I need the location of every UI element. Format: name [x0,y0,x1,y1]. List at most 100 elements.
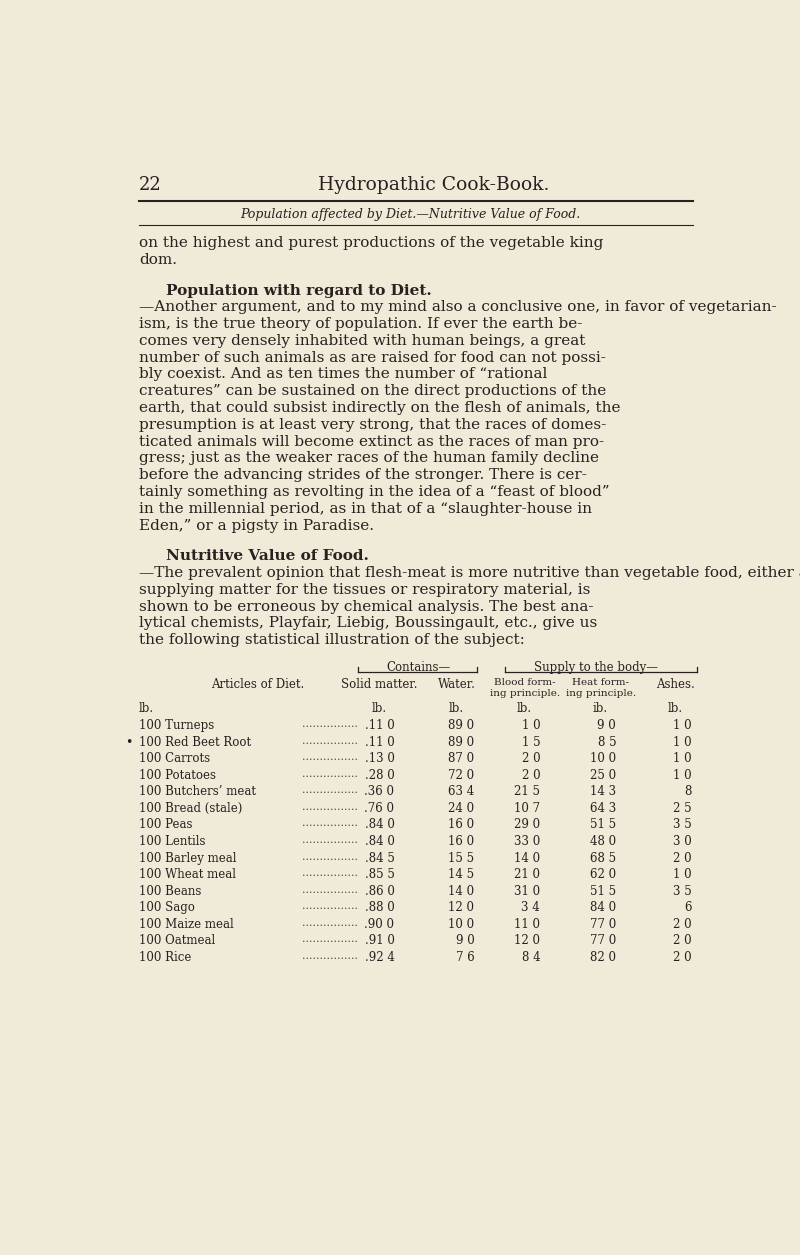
Text: 100 Beans: 100 Beans [138,885,201,897]
Text: Supply to the body—: Supply to the body— [534,661,658,674]
Text: 24 0: 24 0 [448,802,474,814]
Text: lb.: lb. [449,703,464,715]
Text: 100 Wheat meal: 100 Wheat meal [138,868,236,881]
Text: 12 0: 12 0 [514,935,540,948]
Text: 100 Maize meal: 100 Maize meal [138,917,234,931]
Text: 1 0: 1 0 [674,769,692,782]
Text: .28 0: .28 0 [365,769,394,782]
Text: 14 5: 14 5 [448,868,474,881]
Text: 48 0: 48 0 [590,835,616,848]
Text: 1 0: 1 0 [674,752,692,766]
Text: earth, that could subsist indirectly on the flesh of animals, the: earth, that could subsist indirectly on … [138,402,620,415]
Text: .84 0: .84 0 [365,835,394,848]
Text: 2 0: 2 0 [674,852,692,865]
Text: .92 4: .92 4 [365,951,394,964]
Text: 3 5: 3 5 [674,885,692,897]
Text: 100 Peas: 100 Peas [138,818,192,832]
Text: 100 Barley meal: 100 Barley meal [138,852,236,865]
Text: 82 0: 82 0 [590,951,616,964]
Text: 1 0: 1 0 [522,719,540,732]
Text: ib.: ib. [593,703,608,715]
Text: ism, is the true theory of population. If ever the earth be-: ism, is the true theory of population. I… [138,318,582,331]
Text: 3 0: 3 0 [674,835,692,848]
Text: Population affected by Diet.—Nutritive Value of Food.: Population affected by Diet.—Nutritive V… [240,208,580,221]
Text: in the millennial period, as in that of a “slaughter-house in: in the millennial period, as in that of … [138,502,592,516]
Text: 100 Rice: 100 Rice [138,951,191,964]
Text: 72 0: 72 0 [448,769,474,782]
Text: 14 0: 14 0 [448,885,474,897]
Text: lb.: lb. [371,703,386,715]
Text: 100 Bread (stale): 100 Bread (stale) [138,802,242,814]
Text: 10 0: 10 0 [590,752,616,766]
Text: ticated animals will become extinct as the races of man pro-: ticated animals will become extinct as t… [138,434,604,448]
Text: 16 0: 16 0 [448,818,474,832]
Text: supplying matter for the tissues or respiratory material, is: supplying matter for the tissues or resp… [138,582,590,596]
Text: 2 0: 2 0 [522,769,540,782]
Text: Solid matter.: Solid matter. [341,678,418,690]
Text: 68 5: 68 5 [590,852,616,865]
Text: 100 Red Beet Root: 100 Red Beet Root [138,735,251,749]
Text: Blood form-
ing principle.: Blood form- ing principle. [490,678,560,698]
Text: 77 0: 77 0 [590,917,616,931]
Text: 89 0: 89 0 [448,735,474,749]
Text: 9 0: 9 0 [455,935,474,948]
Text: 6: 6 [685,901,692,915]
Text: ................: ................ [302,951,358,961]
Text: creatures” can be sustained on the direct productions of the: creatures” can be sustained on the direc… [138,384,606,398]
Text: 51 5: 51 5 [590,818,616,832]
Text: .84 0: .84 0 [365,818,394,832]
Text: 2 0: 2 0 [522,752,540,766]
Text: Population with regard to Diet.: Population with regard to Diet. [166,284,432,297]
Text: Eden,” or a pigsty in Paradise.: Eden,” or a pigsty in Paradise. [138,518,374,532]
Text: Ashes.: Ashes. [656,678,694,690]
Text: Contains—: Contains— [386,661,450,674]
Text: 11 0: 11 0 [514,917,540,931]
Text: Hydropathic Cook-Book.: Hydropathic Cook-Book. [318,176,549,195]
Text: 100 Butchers’ meat: 100 Butchers’ meat [138,786,256,798]
Text: 33 0: 33 0 [514,835,540,848]
Text: 22: 22 [138,176,162,195]
Text: 100 Lentils: 100 Lentils [138,835,206,848]
Text: Nutritive Value of Food.: Nutritive Value of Food. [166,550,369,563]
Text: tainly something as revolting in the idea of a “feast of blood”: tainly something as revolting in the ide… [138,484,610,499]
Text: 16 0: 16 0 [448,835,474,848]
Text: .13 0: .13 0 [365,752,394,766]
Text: —The prevalent opinion that flesh-meat is more nutritive than vegetable food, ei: —The prevalent opinion that flesh-meat i… [138,566,800,580]
Text: 8 4: 8 4 [522,951,540,964]
Text: ................: ................ [302,735,358,745]
Text: dom.: dom. [138,252,177,267]
Text: ................: ................ [302,802,358,812]
Text: 14 3: 14 3 [590,786,616,798]
Text: Heat form-
ing principle.: Heat form- ing principle. [566,678,636,698]
Text: lb.: lb. [667,703,682,715]
Text: ................: ................ [302,935,358,944]
Text: 100 Turneps: 100 Turneps [138,719,214,732]
Text: ................: ................ [302,901,358,911]
Text: .11 0: .11 0 [365,719,394,732]
Text: .36 0: .36 0 [365,786,394,798]
Text: 87 0: 87 0 [448,752,474,766]
Text: 31 0: 31 0 [514,885,540,897]
Text: 77 0: 77 0 [590,935,616,948]
Text: ................: ................ [302,868,358,878]
Text: .85 5: .85 5 [365,868,394,881]
Text: 10 0: 10 0 [448,917,474,931]
Text: .90 0: .90 0 [365,917,394,931]
Text: 2 0: 2 0 [674,935,692,948]
Text: •: • [125,735,132,749]
Text: 2 0: 2 0 [674,917,692,931]
Text: .88 0: .88 0 [365,901,394,915]
Text: 8 5: 8 5 [598,735,616,749]
Text: 51 5: 51 5 [590,885,616,897]
Text: 1 0: 1 0 [674,719,692,732]
Text: lb.: lb. [517,703,532,715]
Text: 100 Potatoes: 100 Potatoes [138,769,216,782]
Text: 62 0: 62 0 [590,868,616,881]
Text: ................: ................ [302,917,358,927]
Text: 100 Carrots: 100 Carrots [138,752,210,766]
Text: Articles of Diet.: Articles of Diet. [211,678,305,690]
Text: .91 0: .91 0 [365,935,394,948]
Text: ................: ................ [302,852,358,862]
Text: 3 4: 3 4 [522,901,540,915]
Text: before the advancing strides of the stronger. There is cer-: before the advancing strides of the stro… [138,468,586,482]
